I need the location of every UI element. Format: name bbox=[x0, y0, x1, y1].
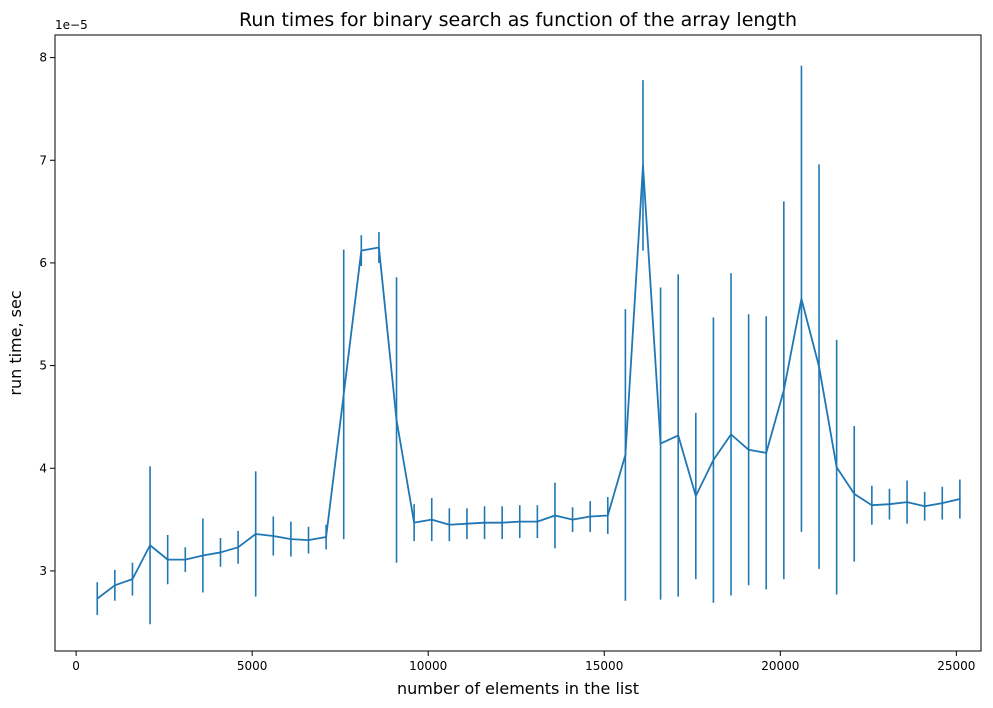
x-axis-label: number of elements in the list bbox=[397, 679, 639, 698]
data-point bbox=[254, 533, 257, 535]
data-point bbox=[430, 518, 433, 521]
chart-title: Run times for binary search as function … bbox=[239, 9, 797, 31]
data-point bbox=[853, 493, 856, 495]
data-point bbox=[624, 454, 627, 456]
x-tick-label: 20000 bbox=[761, 659, 799, 673]
data-point bbox=[360, 249, 363, 252]
plot-area bbox=[54, 34, 982, 652]
data-point bbox=[272, 535, 275, 537]
data-point bbox=[606, 514, 609, 517]
y-tick-label: 3 bbox=[39, 564, 47, 578]
x-tick-label: 25000 bbox=[937, 659, 975, 673]
data-point bbox=[131, 578, 134, 581]
data-point bbox=[149, 544, 151, 547]
data-point bbox=[536, 520, 539, 523]
data-point bbox=[818, 365, 820, 368]
data-point bbox=[219, 551, 222, 554]
data-point bbox=[659, 442, 662, 445]
series-line bbox=[96, 164, 961, 600]
data-point bbox=[642, 164, 644, 167]
y-offset-label: 1e−5 bbox=[55, 18, 88, 32]
data-point bbox=[906, 501, 908, 504]
data-point bbox=[342, 393, 345, 396]
y-tick-label: 4 bbox=[39, 461, 47, 475]
data-point bbox=[518, 520, 521, 523]
data-point bbox=[113, 584, 116, 587]
y-axis-label: run time, sec bbox=[6, 290, 25, 395]
data-point bbox=[782, 389, 785, 392]
data-point bbox=[466, 522, 468, 525]
x-tick-label: 5000 bbox=[237, 659, 268, 673]
data-point bbox=[554, 514, 556, 517]
data-point bbox=[694, 495, 697, 497]
data-point bbox=[958, 498, 961, 500]
data-point bbox=[835, 466, 838, 469]
data-point bbox=[765, 451, 768, 454]
data-point bbox=[888, 503, 891, 506]
series-layer bbox=[96, 164, 961, 600]
data-point bbox=[96, 597, 99, 600]
data-point bbox=[166, 558, 169, 561]
data-point bbox=[589, 515, 592, 518]
data-point bbox=[201, 554, 204, 557]
data-point bbox=[712, 459, 715, 461]
data-point bbox=[307, 539, 310, 542]
error-bars bbox=[96, 65, 961, 625]
plot-frame bbox=[54, 34, 982, 652]
data-point bbox=[730, 433, 732, 436]
data-point bbox=[571, 518, 574, 521]
data-point bbox=[413, 521, 416, 524]
data-point bbox=[677, 434, 680, 437]
y-tick-label: 6 bbox=[39, 256, 47, 270]
data-point bbox=[448, 523, 451, 526]
data-point bbox=[923, 505, 926, 508]
y-axis: 3 4 5 6 7 8 bbox=[39, 51, 55, 578]
data-point bbox=[483, 521, 486, 524]
y-tick-label: 7 bbox=[39, 153, 47, 167]
data-point bbox=[941, 502, 944, 505]
data-point bbox=[501, 521, 504, 524]
x-tick-label: 10000 bbox=[409, 659, 447, 673]
data-point bbox=[290, 538, 292, 540]
x-tick-label: 0 bbox=[72, 659, 80, 673]
x-tick-label: 15000 bbox=[585, 659, 623, 673]
data-point bbox=[395, 419, 398, 421]
data-point bbox=[237, 546, 239, 549]
data-point bbox=[184, 558, 187, 561]
data-point bbox=[378, 246, 380, 249]
x-axis: 0 5000 10000 15000 20000 25000 bbox=[72, 651, 975, 673]
y-tick-label: 8 bbox=[39, 51, 47, 65]
data-point bbox=[325, 536, 328, 538]
data-point bbox=[800, 297, 803, 300]
data-point bbox=[747, 448, 750, 451]
y-tick-label: 5 bbox=[39, 359, 47, 373]
data-point bbox=[870, 504, 873, 507]
